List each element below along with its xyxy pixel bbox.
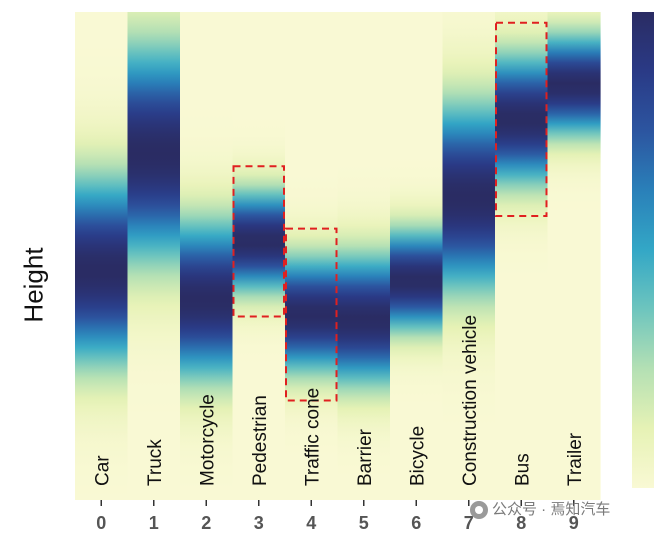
highlight-box-8: [495, 21, 548, 217]
wechat-icon: [470, 501, 488, 520]
category-label-2: Motorcycle: [197, 394, 218, 486]
x-tick-label-6: 6: [411, 513, 421, 533]
x-tick-label-7: 7: [464, 513, 474, 533]
x-tick-label-9: 9: [569, 513, 579, 533]
category-labels: Car Truck Motorcycle Pedestrian Traffic cone…: [92, 315, 586, 486]
watermark-text: 公众号 · 焉知汽车: [492, 501, 611, 518]
watermark: 公众号 · 焉知汽车: [470, 498, 611, 520]
heatmap-column-9: [547, 12, 601, 500]
category-label-1: Truck: [145, 439, 166, 486]
highlight-box-3: [232, 165, 285, 318]
category-label-9: Trailer: [565, 432, 586, 486]
colorbar-gradient: [632, 12, 654, 488]
category-label-7: Construction vehicle: [460, 315, 481, 486]
category-label-6: Bicycle: [407, 426, 428, 486]
category-label-3: Pedestrian: [250, 395, 271, 486]
heatmap-column-6: [390, 12, 444, 500]
x-tick-label-3: 3: [254, 513, 264, 533]
heatmap-column-8: [495, 12, 549, 500]
category-label-8: Bus: [512, 453, 533, 486]
category-label-5: Barrier: [355, 428, 376, 486]
x-tick-labels: 0 1 2 3 4 5 6 7 8 9: [96, 500, 579, 533]
heatmap-column-7: [442, 12, 496, 500]
colorbar: [632, 12, 654, 488]
heatmap-column-5: [337, 12, 391, 500]
heatmap-column-0: [75, 12, 129, 500]
x-tick-label-8: 8: [516, 513, 526, 533]
heatmap-column-2: [180, 12, 234, 500]
y-axis-label: Height: [14, 230, 54, 340]
y-axis-label-text: Height: [18, 247, 49, 323]
heatmap-column-3: [232, 12, 286, 500]
x-tick-label-0: 0: [96, 513, 106, 533]
category-label-4: Traffic cone: [302, 388, 323, 486]
highlight-boxes: [232, 21, 548, 402]
x-tick-label-1: 1: [149, 513, 159, 533]
x-tick-label-4: 4: [306, 513, 316, 533]
highlight-box-4: [285, 227, 338, 402]
heatmap-column-1: [127, 12, 181, 500]
category-label-0: Car: [92, 455, 113, 486]
x-tick-label-2: 2: [201, 513, 211, 533]
x-tick-label-5: 5: [359, 513, 369, 533]
heatmap-columns: [75, 12, 601, 500]
heatmap-column-4: [285, 12, 339, 500]
